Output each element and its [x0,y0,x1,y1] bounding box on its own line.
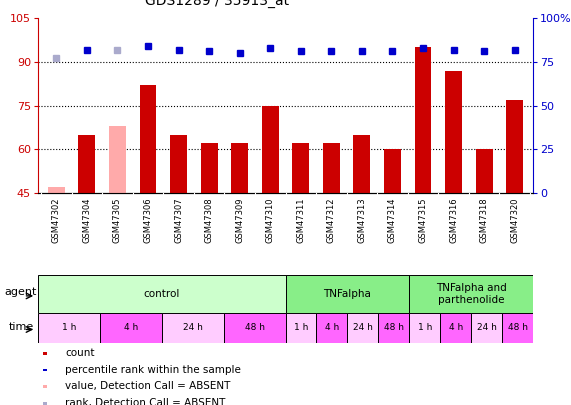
Text: GSM47310: GSM47310 [266,197,275,243]
Bar [502,313,533,343]
Bar [162,313,224,343]
Bar [201,143,218,193]
Bar [476,149,493,193]
Bar [506,100,523,193]
Bar [43,402,47,405]
Text: 48 h: 48 h [244,324,264,333]
Text: percentile rank within the sample: percentile rank within the sample [65,364,241,375]
Bar [384,149,401,193]
Text: control: control [143,289,180,299]
Text: GSM47312: GSM47312 [327,197,336,243]
Bar [316,313,347,343]
Text: GSM47320: GSM47320 [510,197,519,243]
Bar [286,313,316,343]
Text: GDS1289 / 35913_at: GDS1289 / 35913_at [145,0,289,8]
Bar [347,313,379,343]
Bar [38,313,100,343]
Text: GSM47316: GSM47316 [449,197,458,243]
Text: count: count [65,348,95,358]
Text: 48 h: 48 h [384,324,404,333]
Text: GSM47308: GSM47308 [204,197,214,243]
Text: 4 h: 4 h [449,324,463,333]
Bar [48,187,65,193]
Text: 4 h: 4 h [124,324,138,333]
Text: GSM47309: GSM47309 [235,197,244,243]
Bar [170,135,187,193]
Bar [471,313,502,343]
Bar [379,313,409,343]
Bar [43,386,47,388]
Bar [323,143,340,193]
Text: value, Detection Call = ABSENT: value, Detection Call = ABSENT [65,382,231,391]
Text: TNFalpha: TNFalpha [323,289,371,299]
Bar [109,126,126,193]
Bar [43,352,47,355]
Text: 24 h: 24 h [353,324,373,333]
Text: 4 h: 4 h [325,324,339,333]
Bar [445,70,462,193]
Text: GSM47304: GSM47304 [82,197,91,243]
Bar [409,275,533,313]
Text: 1 h: 1 h [62,324,76,333]
Text: GSM47313: GSM47313 [357,197,367,243]
Text: GSM47314: GSM47314 [388,197,397,243]
Bar [440,313,471,343]
Bar [100,313,162,343]
Text: GSM47318: GSM47318 [480,197,489,243]
Text: GSM47311: GSM47311 [296,197,305,243]
Bar [353,135,370,193]
Text: GSM47315: GSM47315 [419,197,428,243]
Bar [409,313,440,343]
Bar [415,47,432,193]
Text: agent: agent [5,287,37,297]
Bar [292,143,309,193]
Text: GSM47307: GSM47307 [174,197,183,243]
Text: TNFalpha and
parthenolide: TNFalpha and parthenolide [436,283,506,305]
Text: time: time [8,322,34,332]
Text: 48 h: 48 h [508,324,528,333]
Bar [139,85,156,193]
Text: GSM47305: GSM47305 [113,197,122,243]
Text: 1 h: 1 h [417,324,432,333]
Bar [38,275,286,313]
Bar [286,275,409,313]
Text: GSM47306: GSM47306 [143,197,152,243]
Bar [231,143,248,193]
Text: rank, Detection Call = ABSENT: rank, Detection Call = ABSENT [65,398,226,405]
Text: 24 h: 24 h [477,324,497,333]
Text: GSM47302: GSM47302 [52,197,61,243]
Text: 24 h: 24 h [183,324,203,333]
Text: 1 h: 1 h [294,324,308,333]
Bar [78,135,95,193]
Bar [43,369,47,371]
Bar [262,105,279,193]
Bar [224,313,286,343]
